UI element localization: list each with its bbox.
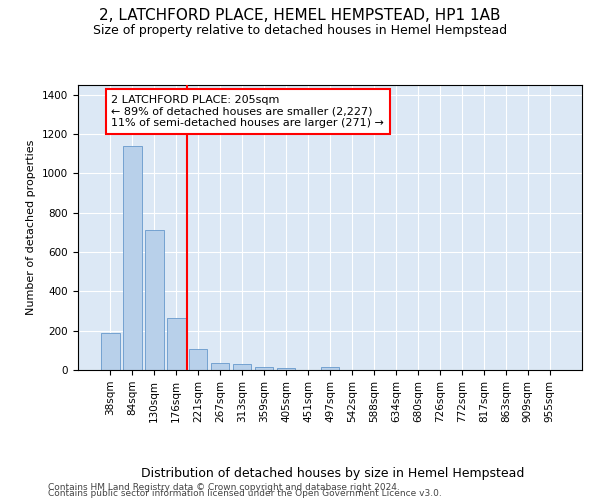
Bar xyxy=(211,363,229,370)
Bar xyxy=(320,367,340,370)
Text: Contains public sector information licensed under the Open Government Licence v3: Contains public sector information licen… xyxy=(48,490,442,498)
Bar xyxy=(189,350,208,370)
Bar xyxy=(145,230,164,370)
Text: Contains HM Land Registry data © Crown copyright and database right 2024.: Contains HM Land Registry data © Crown c… xyxy=(48,483,400,492)
Bar xyxy=(277,368,295,370)
Bar xyxy=(233,364,251,370)
Bar xyxy=(123,146,142,370)
Bar xyxy=(255,367,274,370)
Text: Distribution of detached houses by size in Hemel Hempstead: Distribution of detached houses by size … xyxy=(142,467,524,480)
Text: Size of property relative to detached houses in Hemel Hempstead: Size of property relative to detached ho… xyxy=(93,24,507,37)
Text: 2 LATCHFORD PLACE: 205sqm
← 89% of detached houses are smaller (2,227)
11% of se: 2 LATCHFORD PLACE: 205sqm ← 89% of detac… xyxy=(112,95,384,128)
Text: 2, LATCHFORD PLACE, HEMEL HEMPSTEAD, HP1 1AB: 2, LATCHFORD PLACE, HEMEL HEMPSTEAD, HP1… xyxy=(99,8,501,22)
Y-axis label: Number of detached properties: Number of detached properties xyxy=(26,140,37,315)
Bar xyxy=(167,318,185,370)
Bar xyxy=(101,332,119,370)
